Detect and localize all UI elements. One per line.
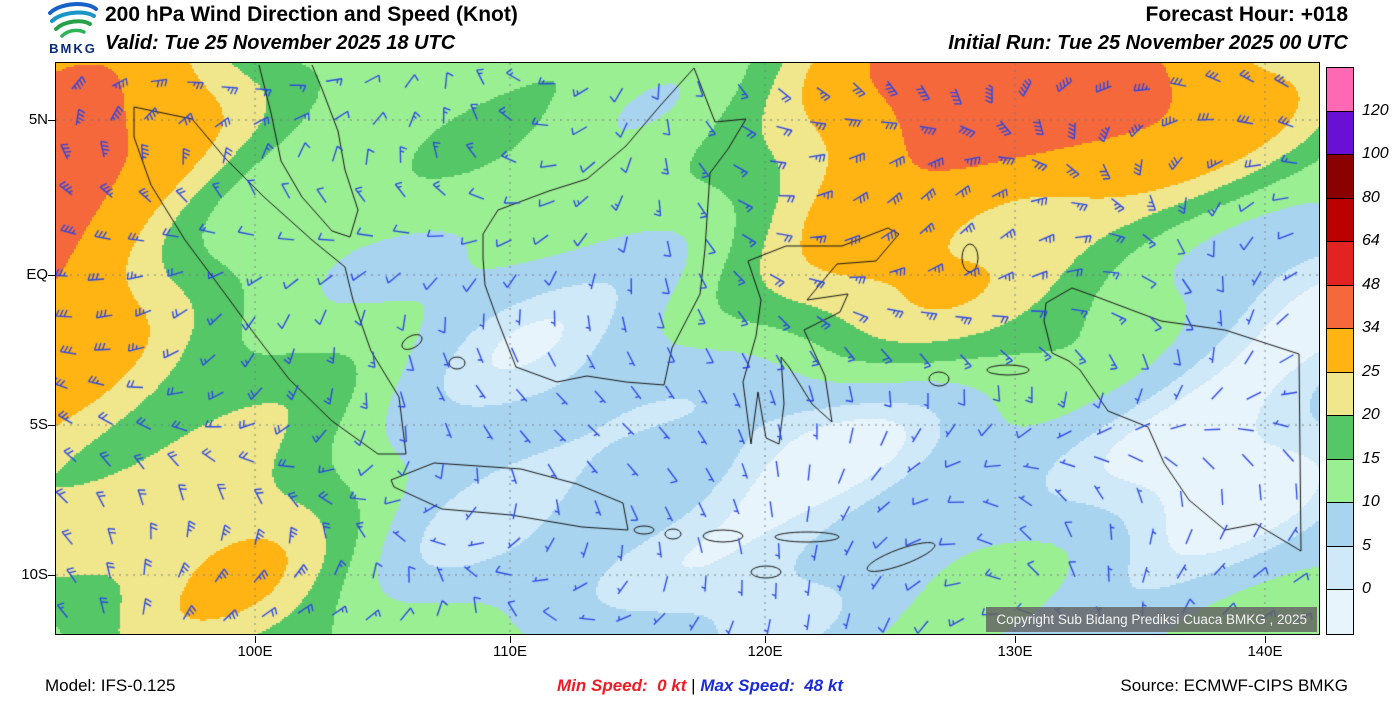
- axis-tick: [48, 120, 55, 121]
- lat-label: EQ: [26, 266, 48, 283]
- axis-tick: [48, 275, 55, 276]
- lat-label: 5N: [28, 111, 48, 128]
- legend-segment: [1327, 242, 1353, 286]
- lat-label: 5S: [29, 416, 48, 433]
- bmkg-logo-text: BMKG: [49, 41, 97, 56]
- valid-time: Valid: Tue 25 November 2025 18 UTC: [105, 32, 456, 54]
- legend-label: 120: [1362, 101, 1389, 119]
- speed-range: Min Speed: 0 kt | Max Speed: 48 kt: [0, 676, 1400, 696]
- legend-label: 34: [1362, 319, 1380, 337]
- axis-tick: [765, 636, 766, 643]
- axis-tick: [48, 575, 55, 576]
- legend-segment: [1327, 372, 1353, 417]
- legend-segment: [1327, 285, 1353, 330]
- legend-label: 10: [1362, 493, 1380, 511]
- copyright-overlay: Copyright Sub Bidang Prediksi Cuaca BMKG…: [986, 607, 1317, 632]
- model-label: Model: IFS-0.125: [45, 676, 176, 695]
- legend-label: 20: [1362, 406, 1380, 424]
- legend-label: 80: [1362, 188, 1380, 206]
- wind-map: Copyright Sub Bidang Prediksi Cuaca BMKG…: [55, 62, 1320, 635]
- lon-label: 120E: [747, 643, 783, 660]
- lon-label: 110E: [493, 643, 527, 660]
- legend-segment: [1327, 68, 1353, 112]
- legend-label: 5: [1362, 536, 1371, 554]
- legend-segment: [1327, 155, 1353, 199]
- bmkg-logo: BMKG: [44, 1, 102, 56]
- legend: 120 100 80 64 48 34 25 20 15 10 5 0: [1326, 67, 1400, 635]
- legend-label: 0: [1362, 580, 1371, 598]
- legend-bar: [1326, 67, 1354, 635]
- axis-tick: [255, 636, 256, 643]
- bmkg-logo-icon: [48, 2, 98, 38]
- lon-label: 130E: [997, 643, 1033, 660]
- source-label: Source: ECMWF-CIPS BMKG: [1120, 676, 1348, 695]
- axis-tick: [48, 425, 55, 426]
- axis-tick: [1265, 636, 1266, 643]
- max-speed-label: Max Speed: 48 kt: [700, 676, 843, 695]
- legend-segment: [1327, 416, 1353, 460]
- legend-segment: [1327, 590, 1353, 634]
- lon-label: 140E: [1247, 643, 1283, 660]
- lon-label: 100E: [237, 643, 273, 660]
- page-title: 200 hPa Wind Direction and Speed (Knot): [105, 3, 518, 26]
- legend-segment: [1327, 546, 1353, 591]
- legend-label: 64: [1362, 232, 1380, 250]
- legend-label: 15: [1362, 449, 1380, 467]
- legend-label: 48: [1362, 275, 1380, 293]
- forecast-hour: Forecast Hour: +018: [1145, 3, 1349, 26]
- legend-segment: [1327, 111, 1353, 156]
- legend-segment: [1327, 503, 1353, 547]
- legend-label: 100: [1362, 145, 1389, 163]
- legend-label: 25: [1362, 362, 1380, 380]
- speed-divider: |: [686, 676, 701, 695]
- legend-segment: [1327, 459, 1353, 504]
- lat-label: 10S: [21, 566, 48, 583]
- initial-run: Initial Run: Tue 25 November 2025 00 UTC: [948, 32, 1348, 54]
- min-speed-label: Min Speed: 0 kt: [557, 676, 687, 695]
- legend-segment: [1327, 329, 1353, 373]
- axis-tick: [510, 636, 511, 643]
- wind-map-canvas: [56, 63, 1319, 634]
- axis-tick: [1015, 636, 1016, 643]
- legend-segment: [1327, 198, 1353, 243]
